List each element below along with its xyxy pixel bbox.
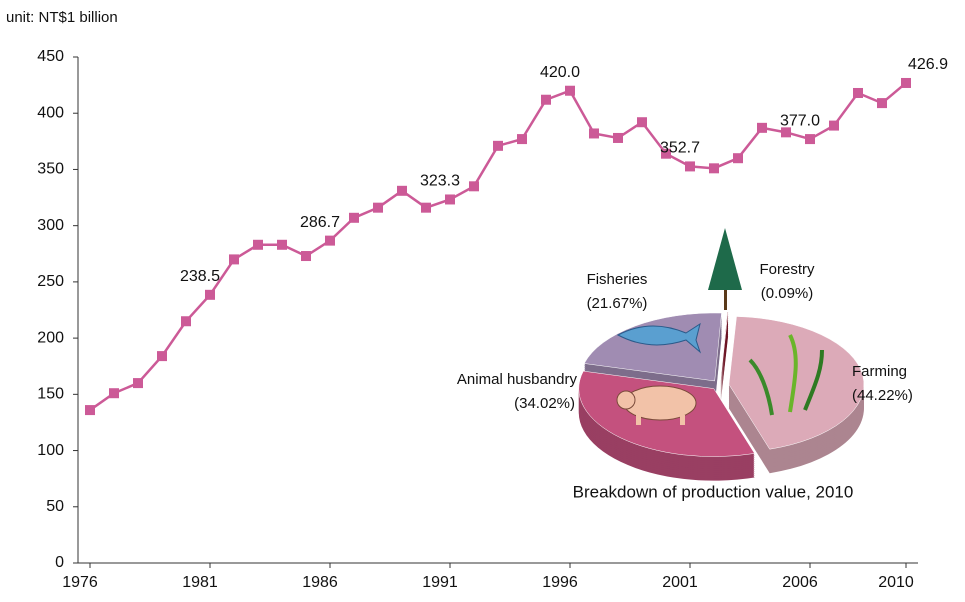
marker xyxy=(373,203,383,213)
pie-label: Farming xyxy=(852,363,907,380)
marker xyxy=(589,128,599,138)
slice-side xyxy=(720,326,728,394)
marker xyxy=(877,98,887,108)
value-label: 420.0 xyxy=(540,64,580,81)
marker xyxy=(181,316,191,326)
marker xyxy=(493,141,503,151)
marker xyxy=(757,123,767,133)
slice-side xyxy=(720,324,728,392)
x-tick-label: 2010 xyxy=(878,574,914,591)
marker xyxy=(301,251,311,261)
y-tick-label: 300 xyxy=(37,217,64,234)
y-tick-label: 200 xyxy=(37,329,64,346)
marker xyxy=(157,351,167,361)
marker xyxy=(325,236,335,246)
marker xyxy=(85,405,95,415)
marker xyxy=(445,194,455,204)
x-tick-label: 2001 xyxy=(662,574,698,591)
pie-title: Breakdown of production value, 2010 xyxy=(573,482,854,501)
marker xyxy=(541,95,551,105)
marker xyxy=(517,134,527,144)
marker xyxy=(349,213,359,223)
tree-icon xyxy=(708,228,742,310)
marker xyxy=(853,88,863,98)
marker xyxy=(133,378,143,388)
y-axis-label: unit: NT$1 billion xyxy=(6,9,118,26)
marker xyxy=(205,290,215,300)
marker xyxy=(901,78,911,88)
marker xyxy=(253,240,263,250)
y-tick-label: 0 xyxy=(55,554,64,571)
pie-value-label: (0.09%) xyxy=(761,285,814,302)
marker xyxy=(613,133,623,143)
marker xyxy=(805,134,815,144)
marker xyxy=(685,161,695,171)
marker xyxy=(109,388,119,398)
slice-side xyxy=(720,316,728,384)
value-label: 377.0 xyxy=(780,112,820,129)
marker xyxy=(829,121,839,131)
pie-label: Animal husbandry xyxy=(457,371,578,388)
value-label: 352.7 xyxy=(660,140,700,157)
x-tick-label: 1976 xyxy=(62,574,98,591)
value-label: 323.3 xyxy=(420,173,460,190)
marker xyxy=(709,163,719,173)
x-tick-label: 1981 xyxy=(182,574,218,591)
x-tick-label: 1986 xyxy=(302,574,338,591)
pie-label: Fisheries xyxy=(587,271,648,288)
y-tick-label: 100 xyxy=(37,442,64,459)
y-tick-label: 50 xyxy=(46,498,64,515)
slice-side xyxy=(720,318,728,386)
marker xyxy=(277,240,287,250)
marker xyxy=(637,117,647,127)
pie-value-label: (21.67%) xyxy=(587,295,648,312)
y-tick-label: 250 xyxy=(37,273,64,290)
slice-side xyxy=(720,322,728,390)
marker xyxy=(229,254,239,264)
marker xyxy=(469,181,479,191)
pie-value-label: (44.22%) xyxy=(852,387,913,404)
pie-label: Forestry xyxy=(759,261,815,278)
value-label: 426.9 xyxy=(908,56,948,73)
marker xyxy=(565,86,575,96)
pie-value-label: (34.02%) xyxy=(514,395,575,412)
slice-side xyxy=(720,320,728,388)
marker xyxy=(397,186,407,196)
x-tick-label: 1996 xyxy=(542,574,578,591)
x-tick-label: 2006 xyxy=(782,574,818,591)
x-tick-label: 1991 xyxy=(422,574,458,591)
marker xyxy=(421,203,431,213)
marker xyxy=(733,153,743,163)
y-tick-label: 150 xyxy=(37,386,64,403)
value-label: 238.5 xyxy=(180,268,220,285)
y-tick-label: 400 xyxy=(37,104,64,121)
y-tick-label: 350 xyxy=(37,161,64,178)
y-tick-label: 450 xyxy=(37,48,64,65)
chart: unit: NT$1 billion 0 50 100 150 200 250 300 350… xyxy=(0,0,965,597)
slice-side xyxy=(720,328,728,396)
value-label: 286.7 xyxy=(300,214,340,231)
